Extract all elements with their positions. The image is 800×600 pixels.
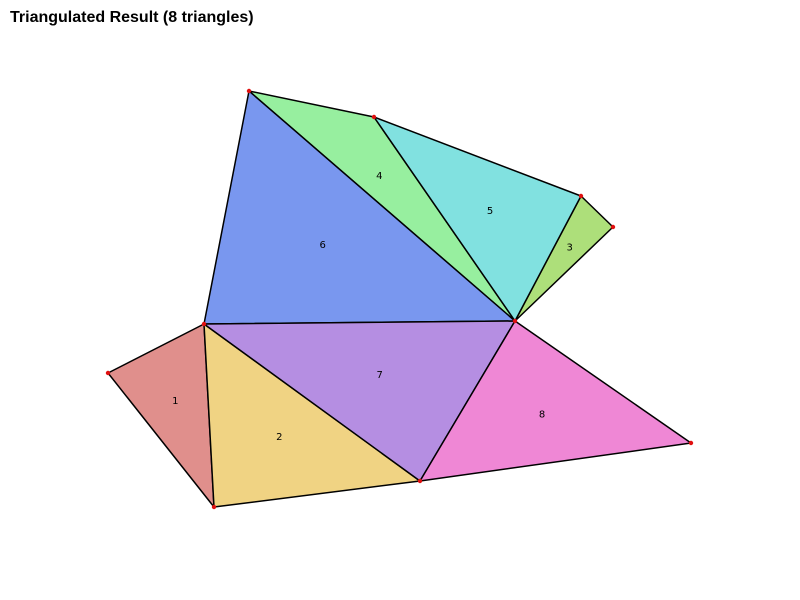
triangle-label-6: 6 xyxy=(320,240,326,251)
vertex-point xyxy=(105,370,111,376)
vertex-point xyxy=(417,478,423,484)
triangle-8 xyxy=(419,320,692,482)
triangle-label-8: 8 xyxy=(539,410,545,421)
vertex-point xyxy=(371,114,377,120)
triangle-label-group: 1 2 3 4 5 6 7 8 xyxy=(172,171,573,443)
vertex-point xyxy=(578,193,584,199)
vertex-point xyxy=(201,321,207,327)
triangle-label-2: 2 xyxy=(276,432,282,443)
vertex-group xyxy=(105,88,694,510)
triangle-1 xyxy=(107,323,215,508)
triangle-5 xyxy=(373,116,582,322)
triangle-label-3: 3 xyxy=(567,243,573,254)
vertex-point xyxy=(512,318,518,324)
diagram-title: Triangulated Result (8 triangles) xyxy=(10,9,254,26)
triangle-label-1: 1 xyxy=(172,396,178,407)
vertex-point xyxy=(211,504,217,510)
vertex-point xyxy=(246,88,252,94)
triangle-group xyxy=(107,90,692,508)
triangle-label-7: 7 xyxy=(377,370,383,381)
triangle-label-5: 5 xyxy=(487,206,493,217)
vertex-point xyxy=(610,224,616,230)
vertex-point xyxy=(688,440,694,446)
triangle-label-4: 4 xyxy=(376,171,382,182)
